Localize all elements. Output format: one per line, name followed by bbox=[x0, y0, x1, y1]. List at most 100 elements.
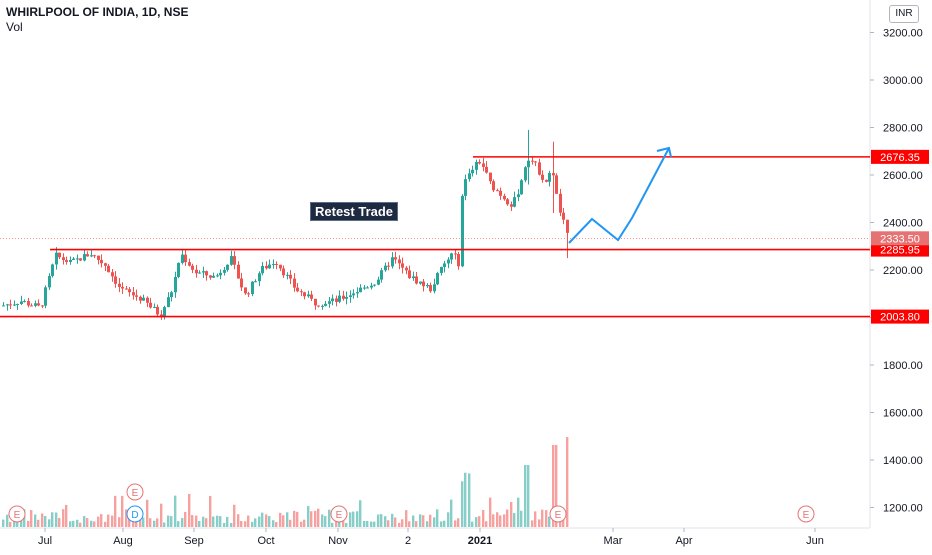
candle-body bbox=[520, 180, 523, 195]
candle-body bbox=[104, 263, 107, 266]
volume-bar bbox=[153, 520, 156, 527]
volume-bar bbox=[415, 521, 418, 527]
candle-body bbox=[545, 179, 548, 182]
candle-body bbox=[37, 303, 40, 306]
candle-body bbox=[223, 269, 226, 273]
candle-body bbox=[44, 287, 47, 306]
volume-bar bbox=[65, 504, 68, 527]
event-marker-letter: E bbox=[14, 510, 21, 521]
candle-body bbox=[69, 259, 72, 262]
candle-body bbox=[380, 270, 383, 280]
candle-body bbox=[97, 255, 100, 260]
level-price-tag bbox=[871, 242, 929, 257]
volume-bar bbox=[121, 495, 124, 527]
candle-body bbox=[450, 253, 453, 260]
time-tick-label: Sep bbox=[184, 535, 204, 547]
candle-body bbox=[79, 258, 82, 261]
candle-body bbox=[394, 257, 397, 260]
candle-body bbox=[464, 179, 467, 196]
price-tick-label: 1400.00 bbox=[883, 455, 923, 467]
volume-bar bbox=[359, 500, 362, 527]
candle-body bbox=[174, 276, 177, 293]
candle-body bbox=[30, 305, 33, 307]
volume-bar bbox=[391, 513, 394, 527]
volume-bar bbox=[9, 521, 12, 527]
candle-body bbox=[153, 306, 156, 308]
volume-bar bbox=[296, 511, 299, 527]
volume-bar bbox=[419, 514, 422, 527]
volume-bar bbox=[422, 515, 425, 527]
earnings-marker-icon[interactable] bbox=[8, 505, 26, 523]
volume-bar bbox=[230, 522, 233, 527]
volume-bar bbox=[69, 521, 72, 527]
earnings-marker-icon[interactable] bbox=[126, 483, 144, 501]
candle-body bbox=[331, 298, 334, 302]
dividend-marker-icon[interactable] bbox=[126, 505, 144, 523]
candle-body bbox=[338, 295, 341, 302]
volume-bar bbox=[72, 520, 75, 527]
candle-body bbox=[16, 303, 19, 305]
volume-bar bbox=[349, 512, 352, 527]
candle-body bbox=[384, 265, 387, 271]
volume-bar bbox=[198, 521, 201, 527]
currency-button[interactable]: INR bbox=[889, 5, 919, 23]
candle-body bbox=[251, 281, 254, 295]
volume-bar bbox=[2, 519, 5, 527]
volume-bar bbox=[331, 522, 334, 527]
earnings-marker-icon[interactable] bbox=[797, 505, 815, 523]
candle-body bbox=[48, 275, 51, 288]
candle-body bbox=[429, 285, 432, 292]
candle-body bbox=[268, 264, 271, 269]
volume-bar bbox=[247, 515, 250, 527]
volume-bar bbox=[310, 511, 313, 527]
volume-bar bbox=[366, 520, 369, 527]
candle-body bbox=[485, 166, 488, 173]
candle-body bbox=[62, 257, 65, 261]
volume-bar bbox=[174, 495, 177, 527]
volume-bar bbox=[282, 515, 285, 527]
candle-body bbox=[139, 296, 142, 301]
volume-bar bbox=[48, 519, 51, 527]
price-tick-label: 3000.00 bbox=[883, 75, 923, 87]
candle-body bbox=[6, 304, 9, 306]
volume-bar bbox=[300, 521, 303, 527]
level-price-label: 2285.95 bbox=[880, 245, 920, 257]
volume-bar bbox=[352, 511, 355, 527]
candle-body bbox=[170, 292, 173, 298]
candle-body bbox=[286, 274, 289, 276]
volume-bar bbox=[468, 473, 471, 527]
candle-body bbox=[324, 303, 327, 306]
volume-bar bbox=[212, 516, 215, 527]
volume-bar bbox=[107, 514, 110, 527]
candle-body bbox=[184, 254, 187, 263]
candle-body bbox=[562, 212, 565, 220]
candle-body bbox=[471, 169, 474, 174]
candle-body bbox=[149, 302, 152, 308]
volume-bar bbox=[363, 520, 366, 527]
candle-body bbox=[398, 259, 401, 264]
candle-body bbox=[356, 292, 359, 294]
volume-bar bbox=[482, 509, 485, 527]
retest-trade-annotation[interactable]: Retest Trade bbox=[310, 202, 399, 221]
volume-bar bbox=[408, 521, 411, 527]
candle-body bbox=[132, 292, 135, 296]
volume-bar bbox=[93, 521, 96, 527]
volume-bar bbox=[244, 521, 247, 527]
candle-body bbox=[107, 265, 110, 273]
earnings-marker-icon[interactable] bbox=[549, 505, 567, 523]
candle-body bbox=[559, 193, 562, 213]
candle-body bbox=[41, 305, 44, 307]
earnings-marker-icon[interactable] bbox=[330, 505, 348, 523]
volume-bar bbox=[100, 514, 103, 527]
volume-bar bbox=[58, 517, 61, 527]
projection-path[interactable] bbox=[568, 147, 670, 244]
volume-bar bbox=[156, 518, 159, 527]
volume-bar bbox=[324, 516, 327, 527]
volume-bar bbox=[188, 493, 191, 527]
candle-body bbox=[289, 274, 292, 279]
time-tick-label: Mar bbox=[604, 535, 623, 547]
volume-bar bbox=[55, 512, 58, 527]
volume-bar bbox=[429, 514, 432, 527]
